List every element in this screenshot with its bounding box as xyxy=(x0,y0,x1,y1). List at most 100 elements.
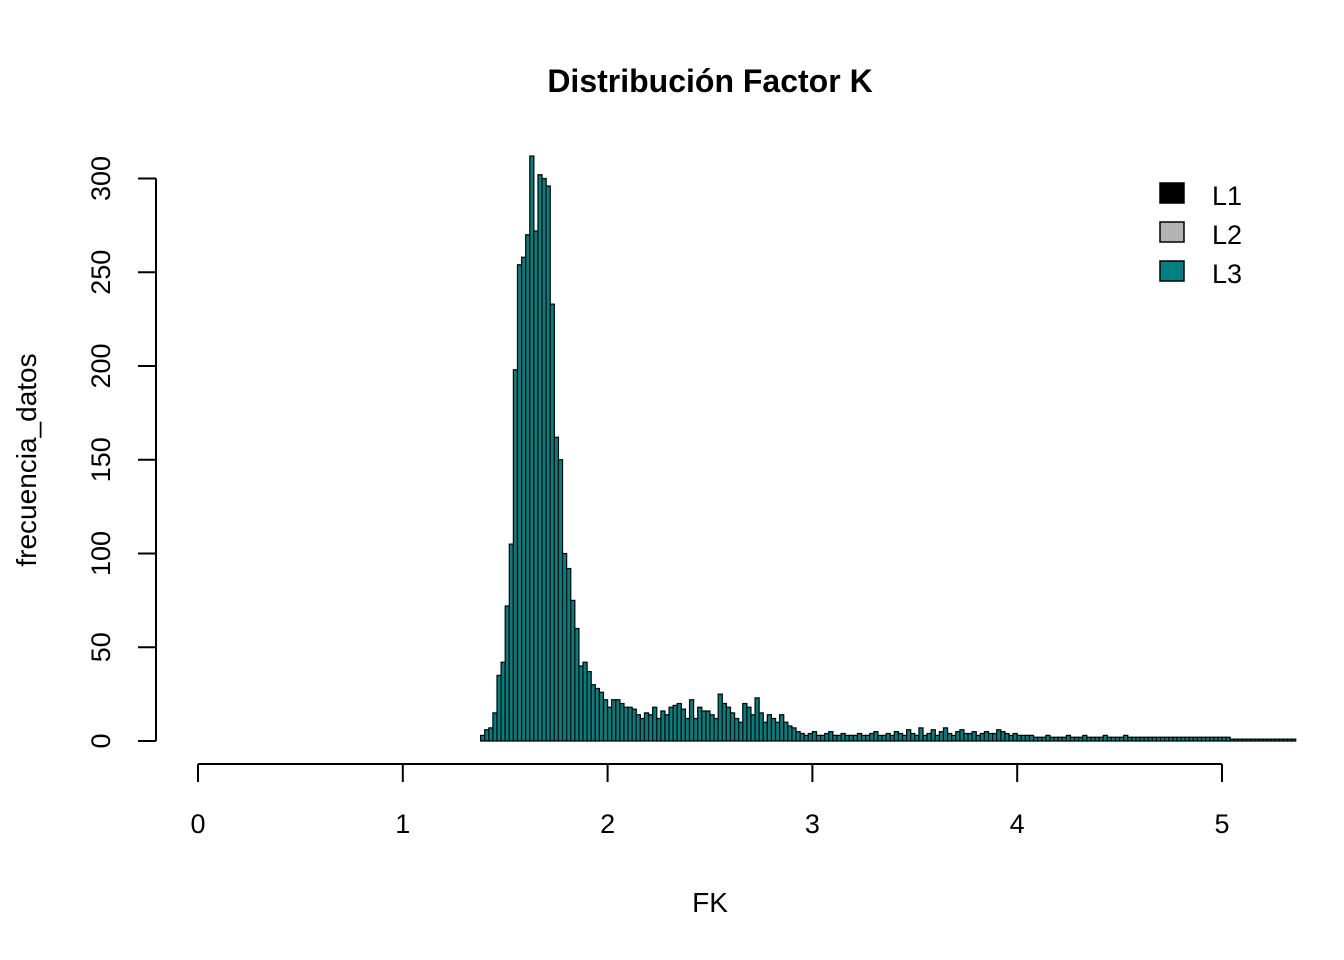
histogram-bar xyxy=(869,732,875,742)
histogram-bar xyxy=(779,714,785,742)
histogram-bar xyxy=(1114,736,1121,742)
x-tick-label: 0 xyxy=(190,809,205,839)
histogram-bar xyxy=(996,729,1002,742)
legend-swatch xyxy=(1159,221,1185,243)
histogram-bar xyxy=(1000,731,1006,742)
histogram-bar xyxy=(1241,738,1248,742)
histogram-bar xyxy=(750,714,756,742)
histogram-bar xyxy=(901,734,908,742)
histogram-bar xyxy=(877,734,883,742)
histogram-bar xyxy=(1270,738,1276,742)
histogram-bar xyxy=(971,731,977,742)
histogram-bar xyxy=(848,734,854,742)
histogram-bar xyxy=(602,699,609,742)
histogram-bar xyxy=(979,732,986,742)
histogram-bar xyxy=(701,710,707,742)
histogram-bar xyxy=(623,706,629,742)
histogram-bar xyxy=(856,732,863,742)
histogram-bar xyxy=(910,732,916,742)
histogram-bar xyxy=(1266,738,1272,742)
histogram-bar xyxy=(791,727,797,742)
histogram-bar xyxy=(1180,736,1186,742)
y-axis-label: frecuencia_datos xyxy=(11,353,42,566)
histogram-bar xyxy=(578,665,584,742)
histogram-bar xyxy=(693,717,699,742)
histogram-bar xyxy=(967,732,973,742)
histogram-bar xyxy=(627,706,633,742)
histogram-bar xyxy=(881,734,887,742)
histogram-bar xyxy=(713,717,719,742)
histogram-bar xyxy=(1164,736,1170,742)
x-axis: 0 1 2 3 4 5 xyxy=(190,763,1230,839)
histogram-bar xyxy=(606,706,613,742)
histogram-bar xyxy=(934,734,940,742)
y-tick-label: 150 xyxy=(86,437,116,482)
histogram-bar xyxy=(758,712,764,742)
legend-label: L1 xyxy=(1212,181,1242,211)
histogram-bar xyxy=(721,702,727,742)
histogram-bar xyxy=(1209,736,1215,742)
y-tick-label: 50 xyxy=(86,632,116,662)
histogram-bar xyxy=(549,303,555,742)
histogram-bar xyxy=(1205,736,1211,742)
histogram-bar xyxy=(914,734,920,742)
histogram-bar xyxy=(754,697,760,742)
histogram-bar xyxy=(1278,738,1285,742)
histogram-bar xyxy=(1073,736,1080,742)
histogram-bar xyxy=(1237,738,1244,742)
histogram-bar xyxy=(480,734,486,742)
histogram-bar xyxy=(561,552,568,742)
chart-title: Distribución Factor K xyxy=(547,63,872,99)
histogram-bar xyxy=(922,734,928,742)
histogram-bar xyxy=(488,727,494,742)
histogram-bar xyxy=(1245,738,1252,742)
histogram-bar xyxy=(1037,736,1043,742)
histogram-bar xyxy=(1286,738,1293,742)
histogram-bar xyxy=(615,699,621,742)
histogram-bar xyxy=(992,732,998,742)
histogram-bar xyxy=(1065,734,1072,742)
histogram-bar xyxy=(1078,736,1084,742)
histogram-bar xyxy=(1274,738,1280,742)
histogram-bar xyxy=(619,702,625,742)
y-tick-label: 300 xyxy=(86,156,116,201)
legend-swatch xyxy=(1159,260,1185,282)
histogram-bar xyxy=(828,731,834,742)
histogram-bar xyxy=(1049,736,1055,742)
histogram-bar xyxy=(1123,734,1129,742)
x-axis-label: FK xyxy=(692,887,728,918)
histogram-bar xyxy=(598,691,605,742)
histogram-bar xyxy=(787,725,793,742)
histogram-bar xyxy=(803,734,809,742)
histogram-bar xyxy=(1061,736,1067,742)
histogram-bar xyxy=(926,732,932,742)
histogram-bar xyxy=(570,599,576,742)
histogram-bar xyxy=(1127,736,1133,742)
histogram-bar xyxy=(631,708,637,742)
histogram-bar xyxy=(1291,738,1297,742)
histogram-bar xyxy=(508,543,514,742)
histogram-bar xyxy=(987,732,994,742)
histogram-bar xyxy=(963,732,969,742)
histogram-bar xyxy=(652,706,658,742)
histogram-bar xyxy=(1082,734,1088,742)
x-tick-label: 3 xyxy=(805,809,820,839)
histogram-bar xyxy=(1106,736,1113,742)
histogram-bar xyxy=(946,732,953,742)
histogram-bar xyxy=(1254,738,1260,742)
histogram-bar xyxy=(512,369,519,742)
histogram-bar xyxy=(766,714,773,742)
histogram-bar xyxy=(770,717,777,742)
histogram-bar xyxy=(1016,734,1022,742)
histogram-bar xyxy=(959,729,965,742)
legend-label: L3 xyxy=(1212,259,1242,289)
histogram-bar xyxy=(684,717,691,742)
histogram-bar xyxy=(1090,736,1096,742)
histogram-bar xyxy=(1028,734,1035,742)
histogram-bar xyxy=(639,717,646,742)
histogram-bar xyxy=(983,731,990,742)
histogram-bar xyxy=(545,185,551,742)
histogram-bar xyxy=(1057,736,1063,742)
histogram-bar xyxy=(1102,734,1108,742)
histogram-bar xyxy=(783,721,789,742)
